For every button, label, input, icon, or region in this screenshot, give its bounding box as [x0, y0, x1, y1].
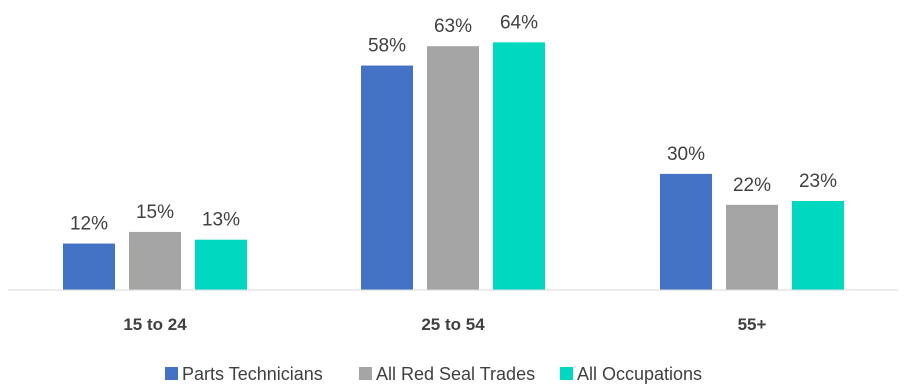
bar-parts-technicians-15-to-24 [63, 243, 115, 290]
legend-swatch-parts-technicians [165, 367, 178, 380]
bar-all-red-seal-trades-15-to-24 [129, 231, 181, 290]
data-label-all-occupations-25-to-54: 64% [500, 12, 538, 33]
category-label-25-to-54: 25 to 54 [421, 315, 485, 334]
bar-parts-technicians-25-to-54 [361, 65, 413, 290]
bar-all-red-seal-trades-25-to-54 [427, 46, 479, 290]
legend: Parts Technicians All Red Seal Trades All … [165, 364, 702, 384]
data-labels-layer: 12% 15% 13% 58% 63% 64% 30% 22% 23% [70, 12, 837, 234]
data-label-parts-technicians-15-to-24: 12% [70, 214, 108, 235]
category-label-15-to-24: 15 to 24 [123, 315, 187, 334]
category-labels-layer: 15 to 24 25 to 54 55+ [123, 315, 766, 334]
legend-swatch-all-red-seal-trades [359, 367, 372, 380]
bar-all-occupations-15-to-24 [195, 239, 247, 290]
data-label-parts-technicians-55: 30% [667, 144, 705, 165]
bar-parts-technicians-55 [660, 173, 712, 290]
bars-layer [63, 42, 844, 290]
legend-label-all-red-seal-trades: All Red Seal Trades [376, 364, 535, 384]
bar-all-occupations-25-to-54 [493, 42, 545, 290]
data-label-all-red-seal-trades-15-to-24: 15% [136, 202, 174, 223]
legend-swatch-all-occupations [560, 367, 573, 380]
bar-all-occupations-55 [792, 200, 844, 290]
bar-all-red-seal-trades-55 [726, 204, 778, 290]
data-label-all-occupations-15-to-24: 13% [202, 210, 240, 231]
data-label-all-red-seal-trades-25-to-54: 63% [434, 16, 472, 37]
data-label-parts-technicians-25-to-54: 58% [368, 36, 406, 57]
legend-label-all-occupations: All Occupations [577, 364, 702, 384]
legend-label-parts-technicians: Parts Technicians [182, 364, 323, 384]
category-label-55: 55+ [738, 315, 767, 334]
data-label-all-red-seal-trades-55: 22% [733, 175, 771, 196]
data-label-all-occupations-55: 23% [799, 171, 837, 192]
